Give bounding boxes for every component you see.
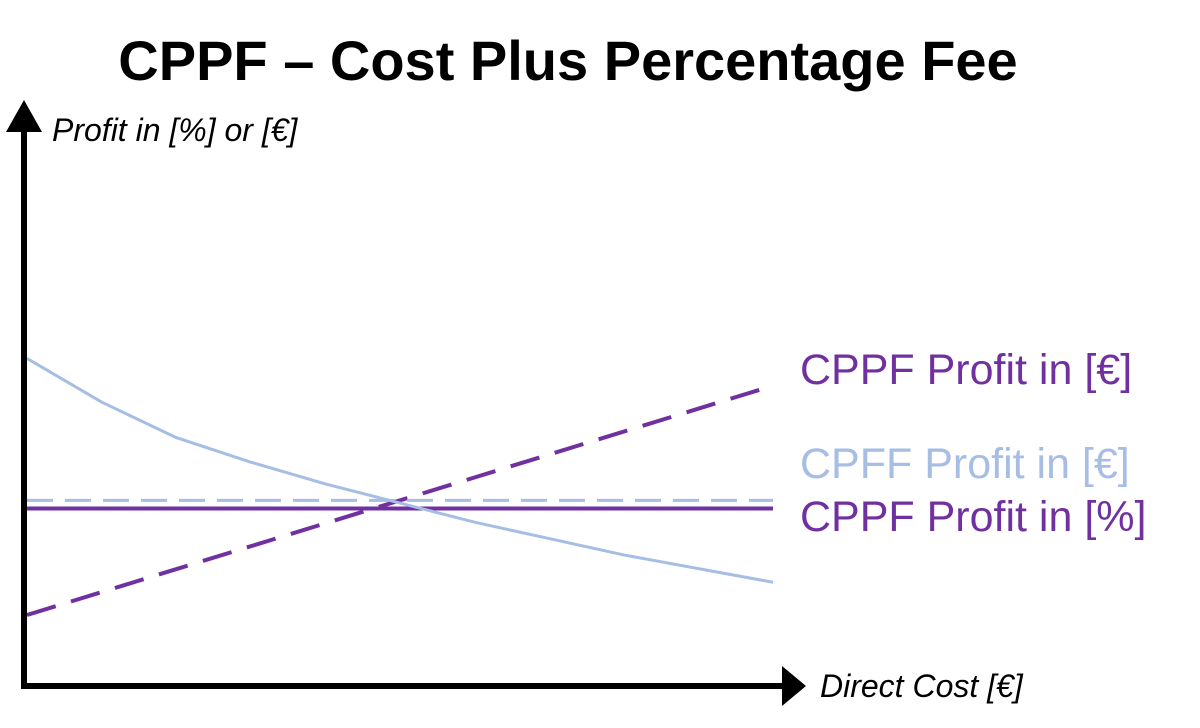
y-axis-label: Profit in [%] or [€] [52,112,299,148]
series-label-1: CPPF Profit in [€] [800,346,1132,394]
x-axis-label: Direct Cost [€] [820,668,1024,704]
series-label-2: CPFF Profit in [€] [800,440,1130,488]
series-line-1 [26,383,774,617]
series-label-3: CPPF Profit in [%] [800,493,1146,541]
series-line-4 [26,357,774,584]
chart-title: CPPF – Cost Plus Percentage Fee [118,29,1017,92]
y-axis-arrow [6,100,42,132]
x-axis-arrow [782,666,806,706]
series-layer [26,357,774,617]
series-labels: CPPF Profit in [€] CPFF Profit in [€] CPPF… [800,346,1146,541]
